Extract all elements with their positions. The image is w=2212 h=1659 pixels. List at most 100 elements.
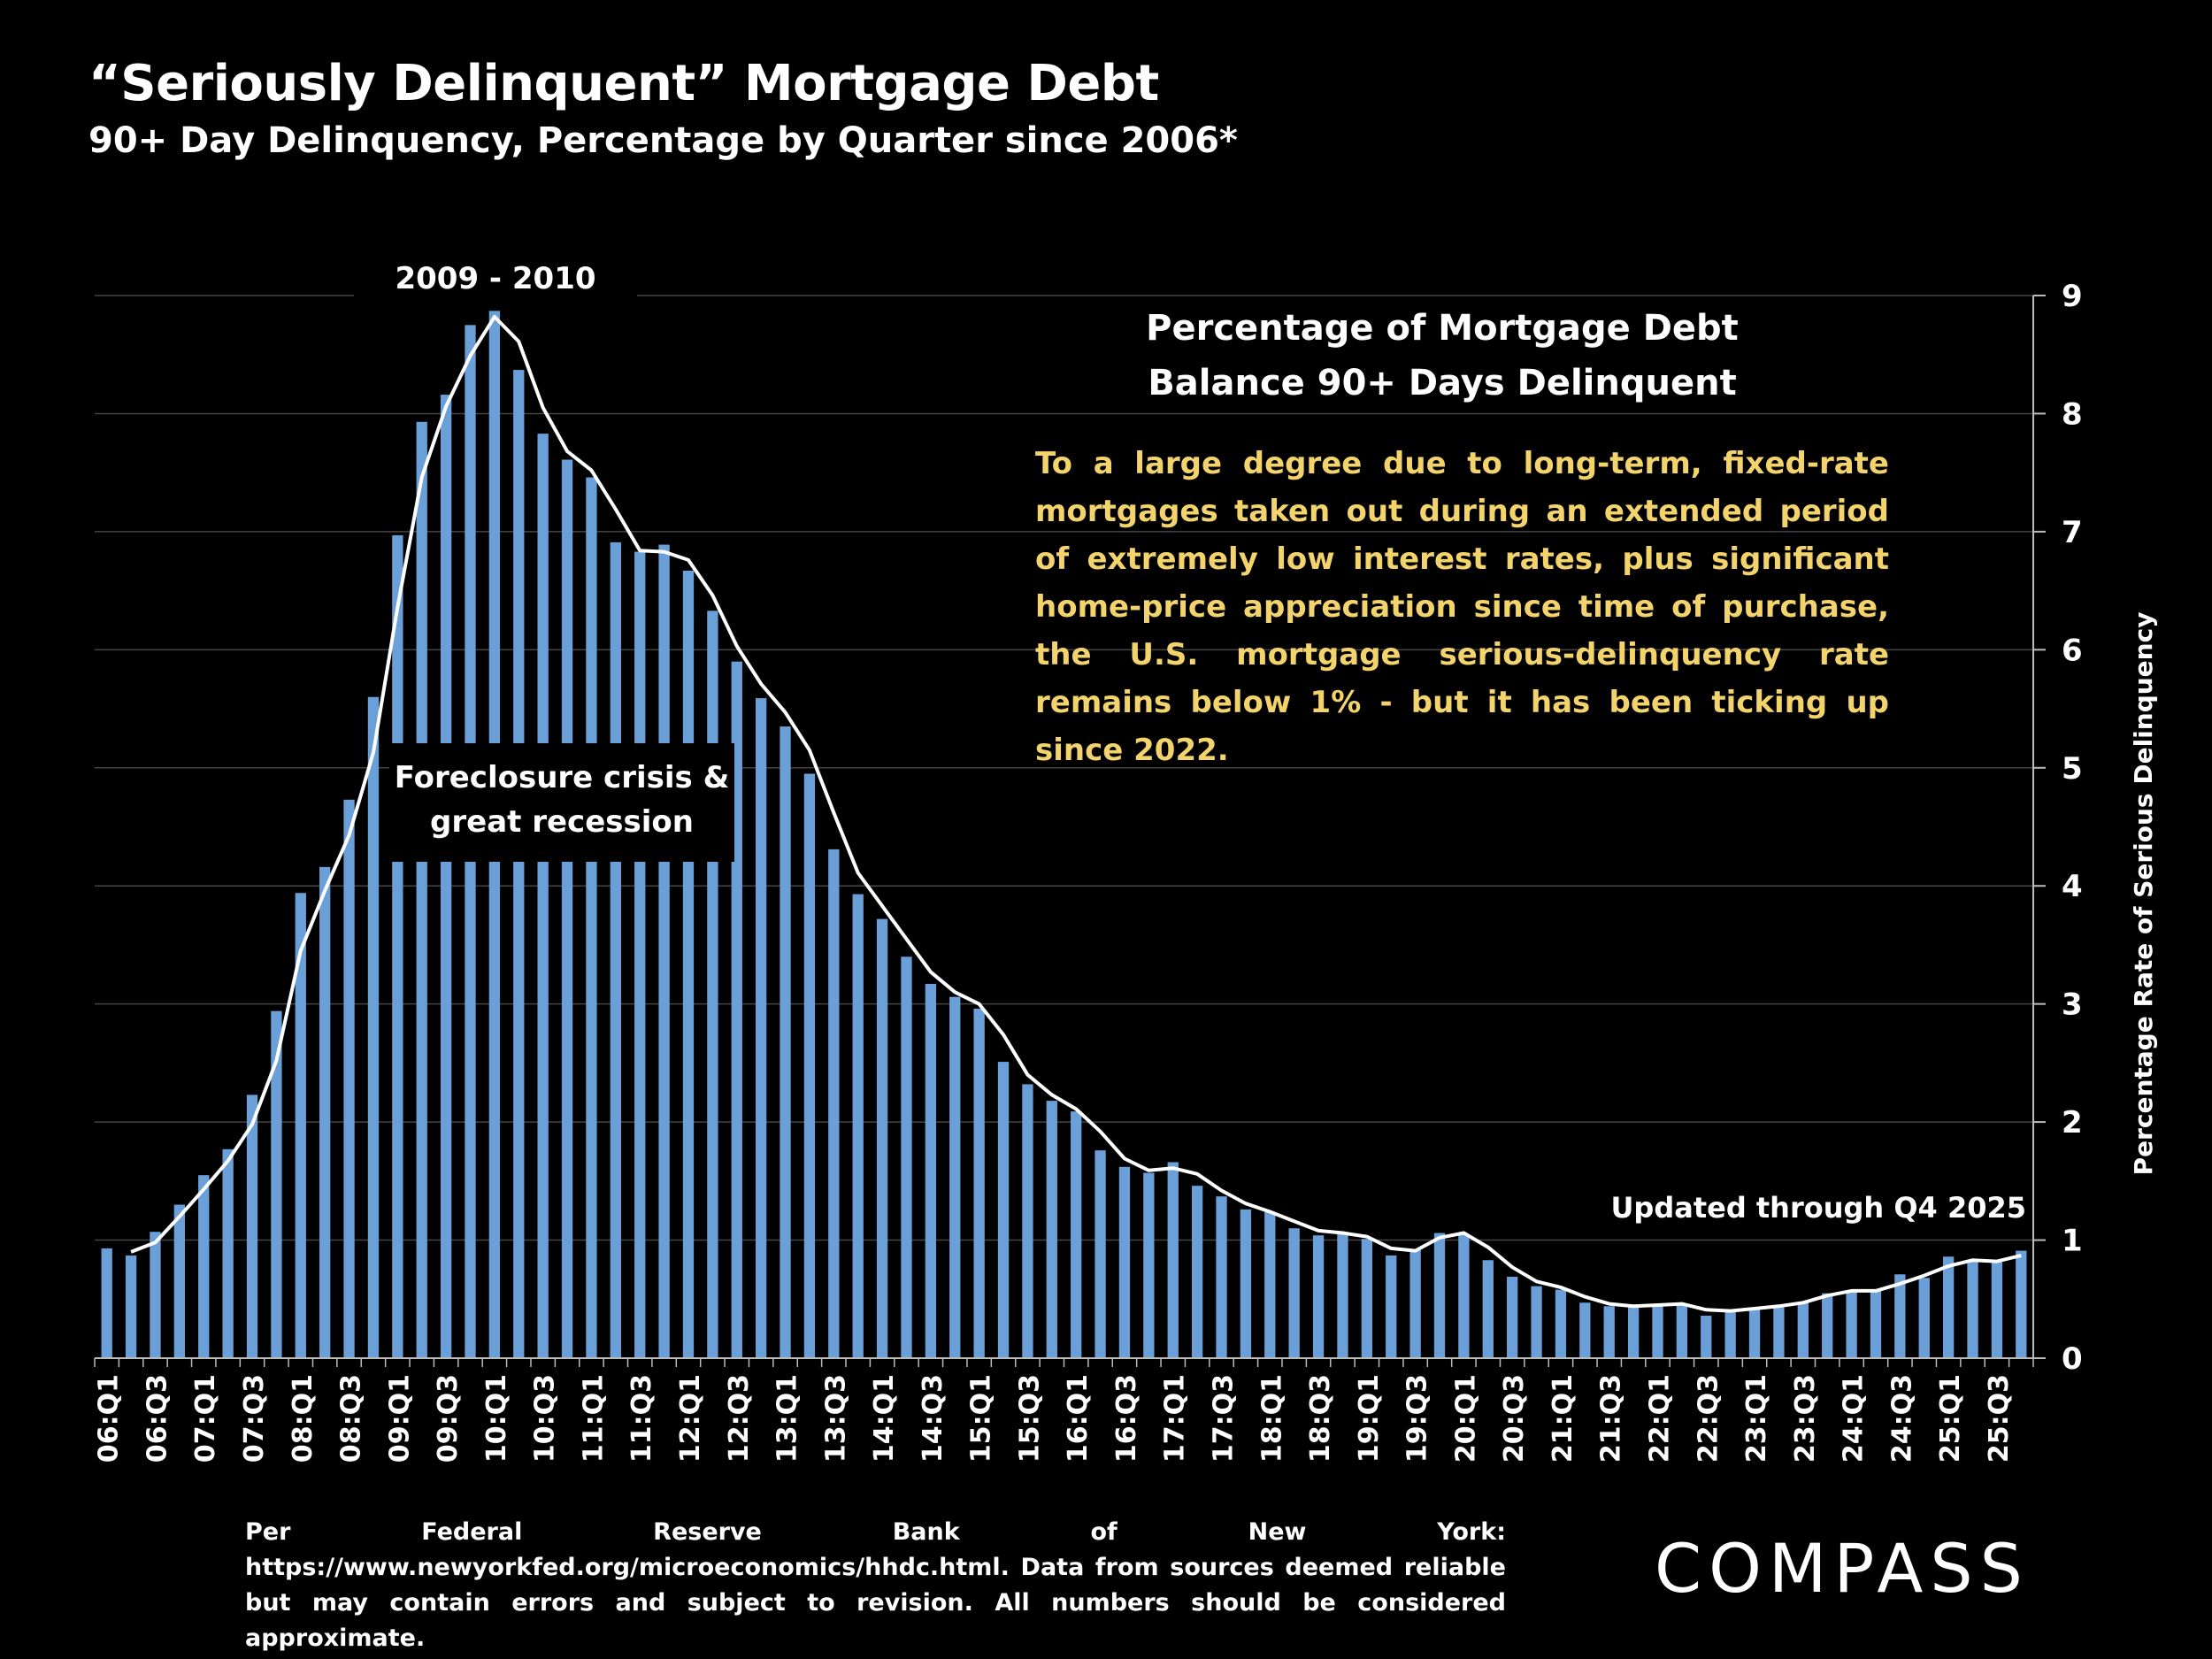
bar [440,395,452,1359]
x-tick-label: 11:Q3 [626,1374,657,1463]
bar [1579,1302,1591,1358]
x-tick-label: 25:Q3 [1984,1374,2015,1463]
y-tick-label: 6 [2062,633,2083,668]
bar [150,1232,161,1358]
bar [246,1094,258,1358]
bar [1167,1162,1179,1358]
x-tick-label: 11:Q1 [578,1374,609,1463]
bar [949,996,961,1358]
x-tick-label: 22:Q1 [1644,1374,1675,1463]
x-tick-label: 09:Q3 [433,1374,464,1463]
note-title-line2: Balance 90+ Days Delinquent [1148,363,1737,403]
x-tick-label: 14:Q1 [869,1374,900,1463]
bar [1942,1256,1955,1358]
bar [1458,1233,1470,1358]
bar [997,1062,1010,1358]
crisis-annotation-text: Foreclosure crisis & great recession [394,760,730,840]
bar [1797,1302,1809,1358]
bar [1627,1306,1640,1358]
bar [1361,1239,1373,1358]
bar [1264,1211,1276,1358]
bar [1433,1233,1446,1358]
x-tick-label: 13:Q1 [772,1374,803,1463]
bar [1507,1276,1518,1358]
bar [1046,1101,1057,1358]
bar [319,866,331,1358]
bar [561,459,573,1358]
bar [367,696,380,1358]
x-tick-label: 16:Q3 [1111,1374,1142,1463]
y-tick-label: 4 [2062,869,2083,904]
x-tick-label: 18:Q1 [1256,1374,1287,1463]
x-tick-label: 20:Q3 [1499,1374,1530,1463]
compass-logo: COMPASS [1655,1529,2030,1608]
bar [1652,1306,1663,1358]
x-tick-label: 24:Q3 [1886,1374,1917,1463]
bar [658,544,670,1358]
bar [1094,1150,1106,1358]
x-tick-label: 12:Q1 [675,1374,706,1463]
bar [1894,1274,1906,1358]
x-tick-label: 08:Q3 [336,1374,367,1463]
bar [707,611,718,1358]
x-tick-label: 25:Q1 [1935,1374,1966,1463]
bar [1071,1111,1082,1358]
bar [1240,1209,1252,1358]
bar [1555,1289,1567,1358]
bar-series [101,311,2027,1359]
bar [392,534,403,1358]
bar [1482,1260,1494,1358]
y-tick-label: 5 [2062,751,2083,787]
bar [901,956,912,1358]
x-tick-label: 10:Q3 [530,1374,561,1463]
x-tick-label: 16:Q1 [1063,1374,1094,1463]
bar [343,799,355,1358]
bar [780,726,791,1358]
y-tick-label: 0 [2062,1341,2083,1377]
bar [1337,1233,1348,1358]
bar [198,1175,210,1358]
chart-title: “Seriously Delinquent” Mortgage Debt [88,55,1159,112]
note-title-line1: Percentage of Mortgage Debt [1146,308,1739,349]
bar [876,918,888,1358]
bar [586,477,597,1358]
bar [634,551,646,1358]
bar [1991,1261,2003,1358]
x-tick-label: 07:Q3 [239,1374,270,1463]
x-tick-label: 17:Q1 [1160,1374,1191,1463]
bar [1822,1293,1833,1358]
bar [416,421,427,1359]
x-tick-label: 15:Q3 [1014,1374,1045,1463]
bar [513,370,525,1358]
bar [1409,1249,1421,1358]
bar [682,570,695,1358]
peak-annotation: 2009 - 2010 [354,257,637,301]
y-tick-label: 9 [2062,279,2083,314]
y-tick-label: 8 [2062,396,2083,432]
x-tick-label: 23:Q1 [1741,1374,1772,1463]
x-tick-label: 19:Q1 [1354,1374,1385,1463]
bar [2016,1250,2027,1358]
y-tick-label: 2 [2062,1105,2083,1141]
bar [222,1148,234,1358]
x-tick-label: 15:Q1 [966,1374,997,1463]
x-tick-label: 14:Q3 [918,1374,949,1463]
bar [1312,1235,1325,1358]
x-tick-label: 21:Q3 [1596,1374,1627,1463]
chart-subtitle: 90+ Day Delinquency, Percentage by Quart… [88,120,1238,161]
x-tick-label: 21:Q1 [1548,1374,1578,1463]
x-tick-label: 10:Q1 [481,1374,512,1463]
x-tick-label: 06:Q3 [142,1374,173,1463]
bar [1846,1292,1857,1358]
x-tick-label: 07:Q1 [190,1374,221,1463]
bar [1143,1172,1155,1358]
bar [973,1009,985,1358]
bar [1386,1255,1397,1358]
x-tick-label: 20:Q1 [1450,1374,1481,1463]
x-tick-label: 09:Q1 [384,1374,415,1463]
bar [1870,1290,1882,1358]
bar [803,773,816,1358]
trend-line [130,315,2022,1313]
bar [1773,1306,1785,1358]
